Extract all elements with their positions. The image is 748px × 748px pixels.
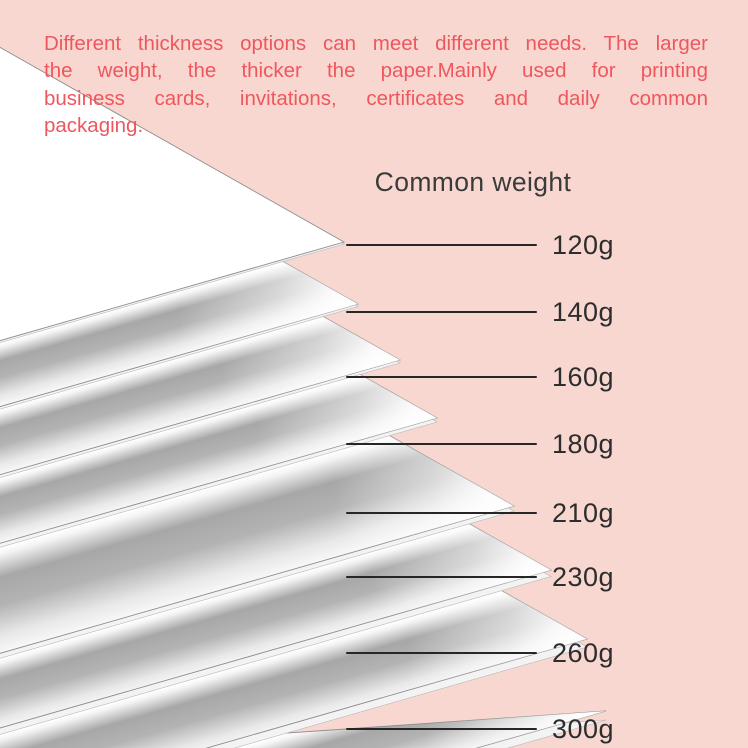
intro-line-1: Different thickness options can meet dif… bbox=[44, 32, 708, 55]
pointer-line-120g bbox=[346, 243, 537, 247]
paper-sheet-120g bbox=[0, 46, 346, 342]
weight-label-180g: 180g bbox=[552, 429, 615, 459]
weight-label-230g: 230g bbox=[552, 562, 615, 592]
pointer-line-210g bbox=[346, 511, 537, 515]
pointer-line-180g bbox=[346, 442, 537, 446]
common-weight-title: Common weight bbox=[374, 167, 572, 197]
weight-label-210g: 210g bbox=[552, 498, 615, 528]
intro-line-4: packaging. bbox=[44, 114, 144, 138]
pointer-line-230g bbox=[346, 575, 537, 579]
pointer-line-140g bbox=[346, 310, 537, 314]
weight-label-300g: 300g bbox=[552, 714, 615, 744]
weight-label-260g: 260g bbox=[552, 638, 615, 668]
pointer-line-300g bbox=[346, 727, 537, 731]
pointer-line-260g bbox=[346, 651, 537, 655]
weight-label-140g: 140g bbox=[552, 297, 615, 327]
intro-line-2: the weight, the thicker the paper.Mainly… bbox=[44, 59, 708, 83]
intro-text: Different thickness options can meet dif… bbox=[44, 30, 708, 140]
weight-label-160g: 160g bbox=[552, 362, 615, 392]
intro-line-3: business cards, invitations, certificate… bbox=[44, 86, 708, 110]
weight-label-120g: 120g bbox=[552, 230, 615, 260]
pointer-line-160g bbox=[346, 375, 537, 379]
